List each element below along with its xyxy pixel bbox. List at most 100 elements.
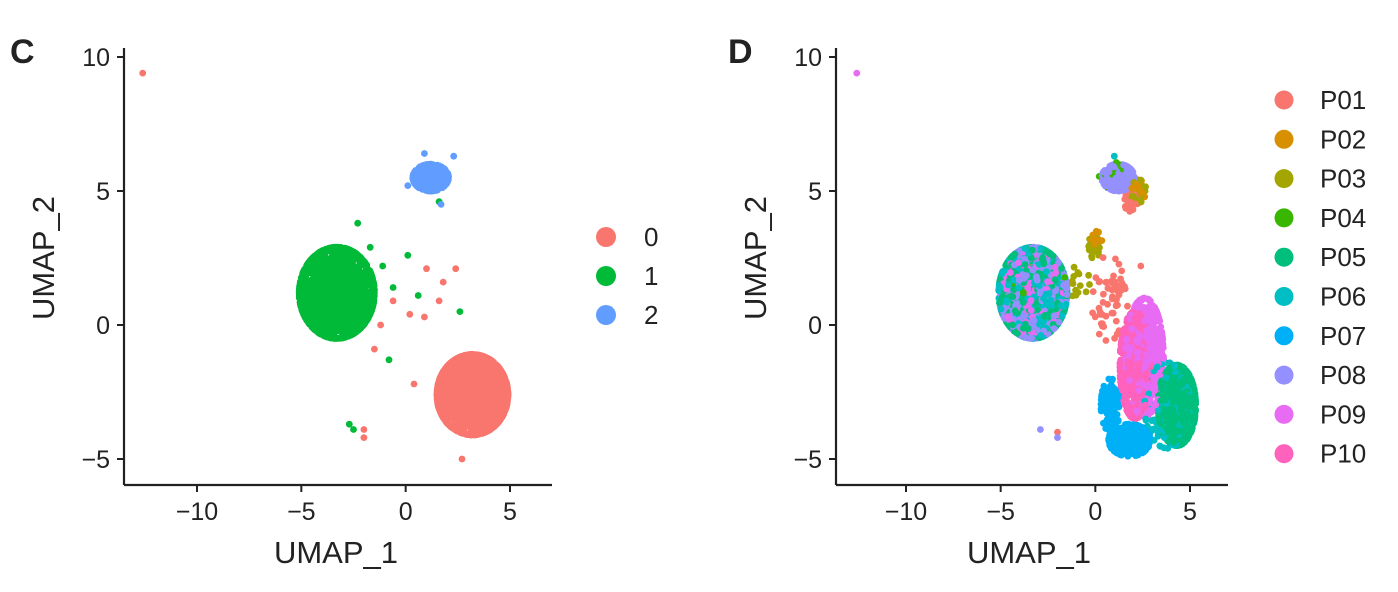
data-point-1 xyxy=(350,296,358,304)
data-point-0 xyxy=(498,389,506,397)
data-point-1 xyxy=(306,257,314,264)
data-point-0 xyxy=(436,393,443,401)
data-point-0 xyxy=(477,399,484,406)
data-point-1 xyxy=(370,296,378,304)
data-point-1 xyxy=(311,280,319,287)
legend-swatch xyxy=(596,305,616,325)
x-tick-label: −5 xyxy=(287,498,316,526)
data-point-0 xyxy=(459,412,467,419)
data-point-1 xyxy=(404,251,412,259)
data-point-0 xyxy=(452,406,459,413)
panel-d-points xyxy=(853,69,1200,460)
data-point-2 xyxy=(450,152,458,160)
data-point-0 xyxy=(487,364,495,372)
data-point-0 xyxy=(459,376,467,384)
data-point-1 xyxy=(332,318,340,325)
data-point-0 xyxy=(447,384,455,391)
data-point-0 xyxy=(453,358,460,366)
data-point-1 xyxy=(345,332,353,340)
data-point-2 xyxy=(430,187,438,195)
data-point-1 xyxy=(362,315,370,323)
data-point-0 xyxy=(477,352,485,359)
data-point-1 xyxy=(365,290,373,298)
data-point-1 xyxy=(341,324,349,332)
data-point-0 xyxy=(459,352,466,360)
data-point-2 xyxy=(440,174,448,182)
data-point-1 xyxy=(303,300,311,308)
data-point-1 xyxy=(334,288,342,296)
data-point-1 xyxy=(303,285,311,293)
data-point-1 xyxy=(339,252,347,259)
panel-d-letter: D xyxy=(728,33,753,71)
data-point-0 xyxy=(470,418,478,425)
data-point-1 xyxy=(338,334,346,342)
data-point-0 xyxy=(423,265,430,273)
panel-c-points xyxy=(139,69,512,463)
data-point-1 xyxy=(349,304,357,312)
data-point-0 xyxy=(471,402,478,409)
data-point-1 xyxy=(320,259,327,266)
data-point-0 xyxy=(504,393,512,400)
data-point-0 xyxy=(486,356,494,363)
data-point-0 xyxy=(360,434,368,441)
data-point-0 xyxy=(490,380,498,388)
data-point-1 xyxy=(309,265,317,273)
data-point-1 xyxy=(329,251,336,259)
data-point-2 xyxy=(431,169,439,177)
data-point-1 xyxy=(345,420,353,428)
data-point-0 xyxy=(457,366,465,373)
x-tick-label: 5 xyxy=(503,498,517,526)
data-point-1 xyxy=(310,299,318,306)
data-point-1 xyxy=(345,268,352,276)
y-tick-label: −5 xyxy=(81,446,110,474)
data-point-1 xyxy=(337,281,344,288)
data-point-1 xyxy=(366,243,374,251)
data-point-0 xyxy=(435,297,443,305)
data-point-1 xyxy=(358,286,366,293)
x-tick-label: 0 xyxy=(399,498,413,526)
data-point-0 xyxy=(491,422,499,430)
y-tick-label: 0 xyxy=(96,312,110,340)
data-point-0 xyxy=(410,380,418,388)
data-point-1 xyxy=(389,284,397,291)
data-point-1 xyxy=(320,319,328,327)
data-point-0 xyxy=(475,389,482,397)
data-point-0 xyxy=(452,265,460,273)
data-point-1 xyxy=(349,248,357,256)
data-point-0 xyxy=(371,345,378,353)
data-point-2 xyxy=(424,186,432,194)
data-point-2 xyxy=(421,150,428,157)
legend-label: 0 xyxy=(644,222,658,252)
data-point-0 xyxy=(494,363,502,371)
data-point-1 xyxy=(333,300,341,308)
data-point-0 xyxy=(481,381,489,388)
data-point-0 xyxy=(461,419,469,427)
data-point-0 xyxy=(491,391,498,399)
legend-swatch xyxy=(596,227,616,247)
legend-label: 1 xyxy=(644,261,658,291)
data-point-1 xyxy=(322,245,330,253)
data-point-0 xyxy=(439,278,447,286)
data-point-1 xyxy=(333,243,341,251)
data-point-0 xyxy=(464,403,472,411)
data-point-1 xyxy=(348,281,356,288)
data-point-1 xyxy=(319,285,327,293)
panel-c-x-axis-title: UMAP_1 xyxy=(274,535,398,570)
data-point-1 xyxy=(315,249,322,257)
data-point-1 xyxy=(340,258,348,266)
data-point-0 xyxy=(474,426,482,434)
data-point-1 xyxy=(414,292,422,299)
data-point-0 xyxy=(472,382,479,389)
data-point-0 xyxy=(470,364,477,372)
data-point-1 xyxy=(340,306,348,314)
data-point-0 xyxy=(458,455,466,463)
data-point-1 xyxy=(340,293,348,300)
data-point-0 xyxy=(448,398,456,405)
data-point-1 xyxy=(300,267,308,275)
data-point-0 xyxy=(406,310,414,318)
data-point-1 xyxy=(354,327,362,334)
data-point-1 xyxy=(309,315,317,322)
data-point-2 xyxy=(437,201,445,208)
